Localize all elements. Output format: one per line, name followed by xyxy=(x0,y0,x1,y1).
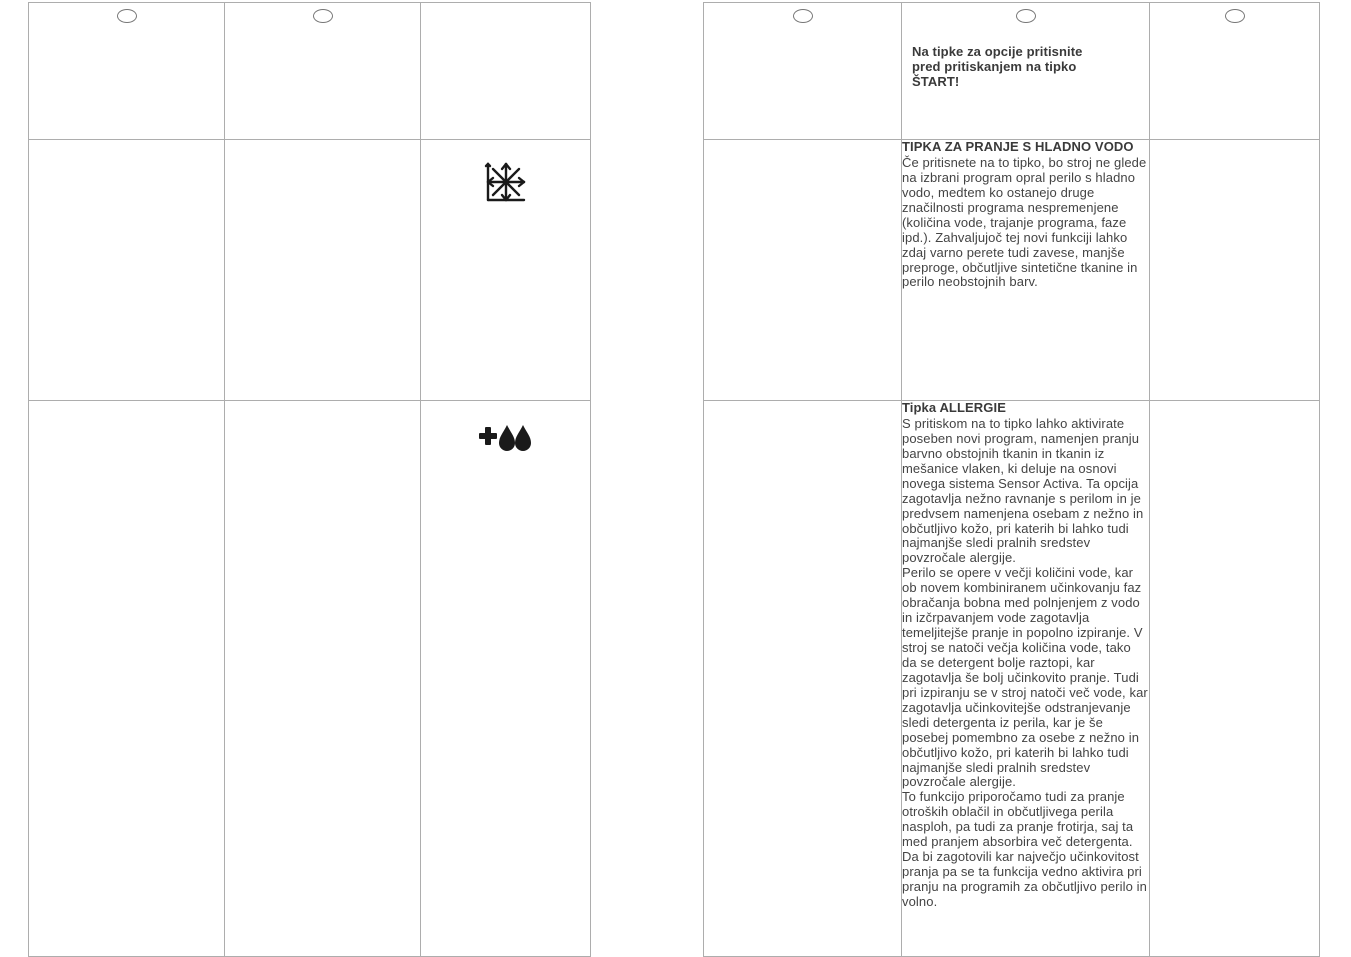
right-r1c2 xyxy=(1150,140,1320,401)
left-r2c0 xyxy=(29,401,225,957)
left-table xyxy=(28,2,591,957)
allergie-block: Tipka ALLERGIE S pritiskom na to tipko l… xyxy=(902,401,1150,957)
plus-drops-icon xyxy=(421,401,590,459)
cold-wash-title: TIPKA ZA PRANJE S HLADNO VODO xyxy=(902,140,1149,155)
left-r1c2 xyxy=(421,140,591,401)
punch-hole xyxy=(704,3,901,23)
left-r0c0 xyxy=(29,3,225,140)
left-r1c1 xyxy=(225,140,421,401)
intro-text: Na tipke za opcije pritisnite pred priti… xyxy=(902,23,1149,96)
right-r0c1: Na tipke za opcije pritisnite pred priti… xyxy=(902,3,1150,140)
right-r1c0 xyxy=(704,140,902,401)
left-r2c2 xyxy=(421,401,591,957)
left-r2c1 xyxy=(225,401,421,957)
allergie-body: S pritiskom na to tipko lahko aktivirate… xyxy=(902,416,1148,909)
left-r0c1 xyxy=(225,3,421,140)
punch-hole xyxy=(1150,3,1319,23)
page-right: Na tipke za opcije pritisnite pred priti… xyxy=(675,0,1351,954)
right-r2c0 xyxy=(704,401,902,957)
punch-hole xyxy=(225,3,420,23)
punch-hole xyxy=(29,3,224,23)
intro-line-2: pred pritiskanjem na tipko xyxy=(912,59,1076,74)
left-r1c0 xyxy=(29,140,225,401)
right-r2c2 xyxy=(1150,401,1320,957)
punch-hole xyxy=(902,3,1149,23)
page-left xyxy=(0,0,675,954)
intro-line-1: Na tipke za opcije pritisnite xyxy=(912,44,1083,59)
left-r0c2 xyxy=(421,3,591,140)
snowflake-icon xyxy=(421,140,590,206)
allergie-title: Tipka ALLERGIE xyxy=(902,401,1149,416)
right-table: Na tipke za opcije pritisnite pred priti… xyxy=(703,2,1320,957)
right-r0c2 xyxy=(1150,3,1320,140)
intro-line-3: ŠTART! xyxy=(912,74,959,89)
cold-wash-block: TIPKA ZA PRANJE S HLADNO VODO Če pritisn… xyxy=(902,140,1150,401)
cold-wash-body: Če pritisnete na to tipko, bo stroj ne g… xyxy=(902,155,1146,290)
right-r0c0 xyxy=(704,3,902,140)
